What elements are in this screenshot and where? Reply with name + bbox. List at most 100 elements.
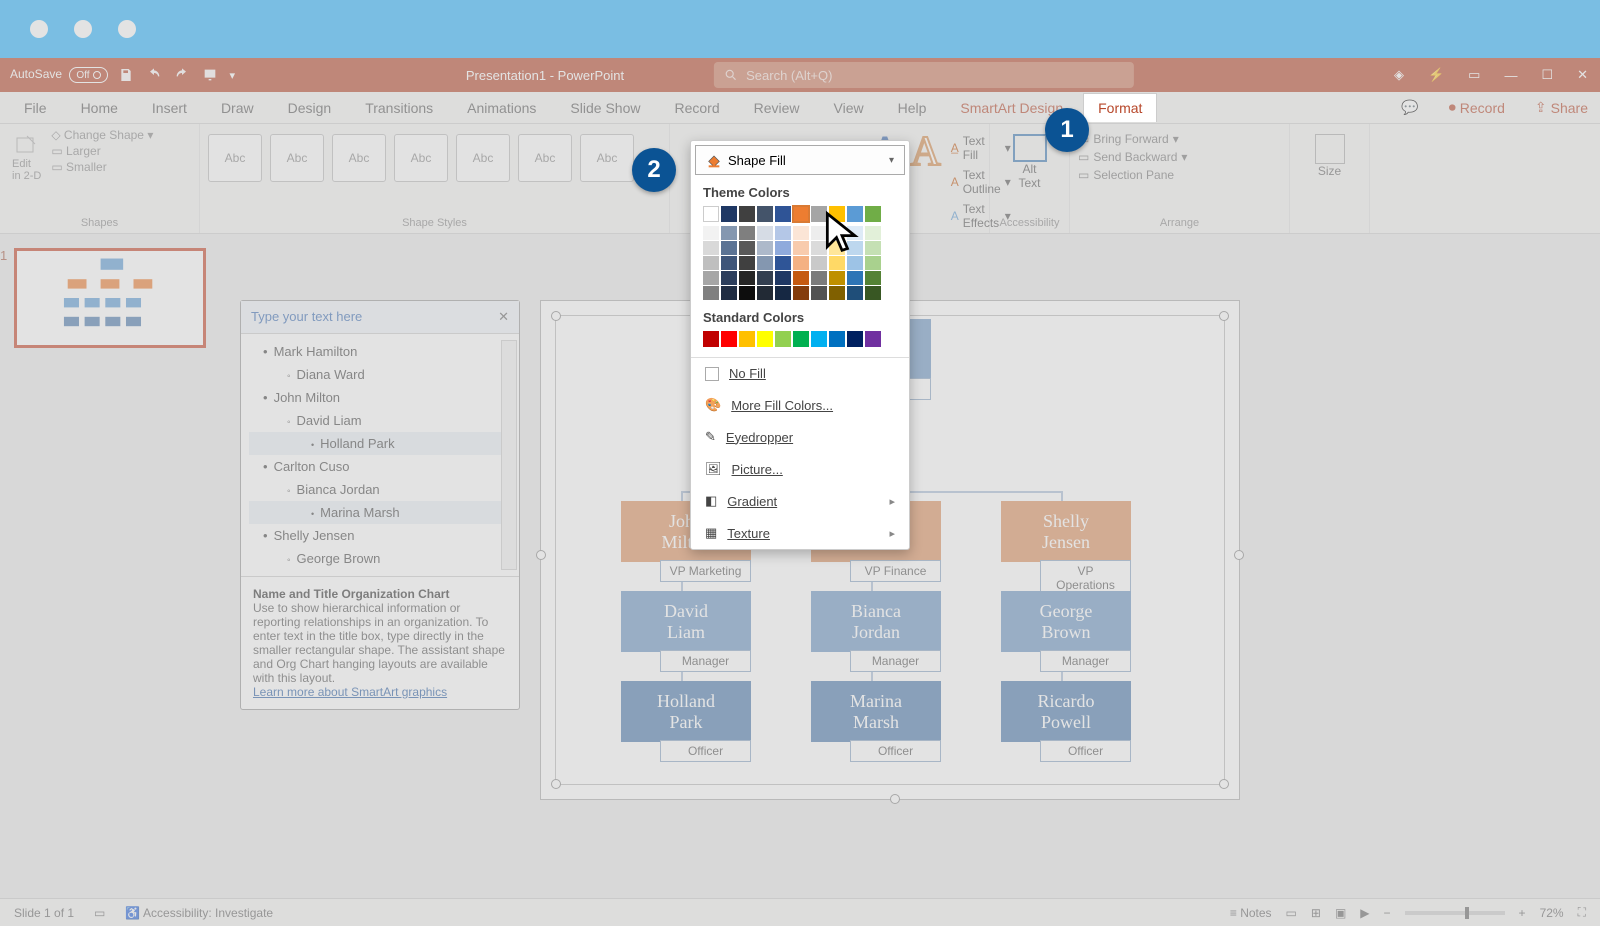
tab-format[interactable]: Format (1083, 93, 1157, 122)
tab-animations[interactable]: Animations (453, 94, 550, 122)
zoom-value[interactable]: 72% (1540, 906, 1564, 920)
redo-icon[interactable] (172, 65, 192, 85)
theme-swatch[interactable] (739, 206, 755, 222)
fit-icon[interactable]: ⛶ (1578, 905, 1586, 920)
text-pane-close-icon[interactable]: ✕ (498, 309, 509, 325)
shape-style-preset[interactable]: Abc (270, 134, 324, 182)
tab-home[interactable]: Home (67, 94, 132, 122)
shade-swatch[interactable] (775, 241, 791, 255)
undo-icon[interactable] (144, 65, 164, 85)
window-close-icon[interactable]: ✕ (1575, 65, 1590, 85)
org-node[interactable]: MarinaMarshOfficer (811, 681, 941, 762)
shade-swatch[interactable] (757, 286, 773, 300)
mac-min[interactable] (74, 20, 92, 38)
shade-swatch[interactable] (721, 226, 737, 240)
tab-insert[interactable]: Insert (138, 94, 201, 122)
shade-swatch[interactable] (721, 271, 737, 285)
shade-swatch[interactable] (793, 286, 809, 300)
shade-swatch[interactable] (811, 271, 827, 285)
coming-soon-icon[interactable]: ⚡ (1426, 65, 1446, 85)
window-max-icon[interactable]: ☐ (1539, 65, 1555, 85)
zoom-out-icon[interactable]: − (1384, 906, 1391, 920)
mac-close[interactable] (30, 20, 48, 38)
shade-swatch[interactable] (865, 286, 881, 300)
texture-item[interactable]: ▦Texture▸ (691, 517, 909, 549)
zoom-slider[interactable] (1405, 911, 1505, 915)
premium-icon[interactable]: ◈ (1392, 65, 1406, 85)
tab-transitions[interactable]: Transitions (351, 94, 447, 122)
text-pane-item[interactable]: Marina Marsh (249, 501, 515, 524)
standard-swatch[interactable] (739, 331, 755, 347)
shade-swatch[interactable] (757, 271, 773, 285)
theme-swatch[interactable] (865, 206, 881, 222)
text-pane-list[interactable]: Mark HamiltonDiana WardJohn MiltonDavid … (241, 334, 519, 576)
tab-record[interactable]: Record (660, 94, 733, 122)
shade-swatch[interactable] (847, 256, 863, 270)
shape-style-preset[interactable]: Abc (456, 134, 510, 182)
org-node[interactable]: HollandParkOfficer (621, 681, 751, 762)
shade-swatch[interactable] (703, 241, 719, 255)
shade-swatch[interactable] (739, 226, 755, 240)
save-icon[interactable] (116, 65, 136, 85)
picture-item[interactable]: 🖼Picture... (691, 453, 909, 485)
text-pane-item[interactable]: Mark Hamilton (249, 340, 515, 363)
text-pane-item[interactable]: Bianca Jordan (249, 478, 515, 501)
tab-slideshow[interactable]: Slide Show (556, 94, 654, 122)
shade-swatch[interactable] (739, 271, 755, 285)
shade-swatch[interactable] (703, 226, 719, 240)
smartart-learn-link[interactable]: Learn more about SmartArt graphics (253, 685, 447, 699)
search-input[interactable]: Search (Alt+Q) (714, 62, 1134, 88)
shade-swatch[interactable] (865, 271, 881, 285)
tab-design[interactable]: Design (274, 94, 346, 122)
standard-swatch[interactable] (775, 331, 791, 347)
view-reading-icon[interactable]: ▣ (1335, 906, 1346, 920)
shade-swatch[interactable] (829, 286, 845, 300)
qat-more-icon[interactable]: ▾ (228, 67, 238, 84)
text-pane-item[interactable]: Carlton Cuso (249, 455, 515, 478)
status-acc[interactable]: ♿ Accessibility: Investigate (125, 906, 273, 920)
tab-file[interactable]: File (10, 94, 61, 122)
org-node[interactable]: GeorgeBrownManager (1001, 591, 1131, 672)
shade-swatch[interactable] (703, 271, 719, 285)
theme-swatch[interactable] (757, 206, 773, 222)
ribbon-mode-icon[interactable]: ▭ (1466, 65, 1482, 85)
view-sorter-icon[interactable]: ⊞ (1311, 906, 1321, 920)
shade-swatch[interactable] (865, 256, 881, 270)
text-pane-item[interactable]: John Milton (249, 386, 515, 409)
view-normal-icon[interactable]: ▭ (1286, 906, 1297, 920)
shade-swatch[interactable] (847, 271, 863, 285)
text-pane-item[interactable]: George Brown (249, 547, 515, 570)
shade-swatch[interactable] (757, 226, 773, 240)
theme-swatch[interactable] (775, 206, 791, 222)
standard-swatch[interactable] (793, 331, 809, 347)
tab-draw[interactable]: Draw (207, 94, 268, 122)
shade-swatch[interactable] (757, 256, 773, 270)
standard-swatch[interactable] (829, 331, 845, 347)
shade-swatch[interactable] (793, 271, 809, 285)
shade-swatch[interactable] (865, 241, 881, 255)
comments-button[interactable]: 💬 (1389, 95, 1430, 120)
shade-swatch[interactable] (865, 226, 881, 240)
present-icon[interactable] (200, 65, 220, 85)
shade-swatch[interactable] (829, 256, 845, 270)
tab-view[interactable]: View (820, 94, 878, 122)
text-pane-item[interactable]: Diana Ward (249, 363, 515, 386)
shade-swatch[interactable] (775, 226, 791, 240)
send-backward-button[interactable]: ▭ Send Backward ▾ (1078, 150, 1281, 164)
shape-style-preset[interactable]: Abc (518, 134, 572, 182)
shape-fill-button[interactable]: Shape Fill▾ (695, 145, 905, 175)
standard-swatch[interactable] (865, 331, 881, 347)
shade-swatch[interactable] (739, 241, 755, 255)
shape-style-preset[interactable]: Abc (332, 134, 386, 182)
shade-swatch[interactable] (775, 256, 791, 270)
org-node[interactable]: ShellyJensenVP Operations (1001, 501, 1131, 596)
shape-style-preset[interactable]: Abc (208, 134, 262, 182)
theme-swatch[interactable] (793, 206, 809, 222)
shade-swatch[interactable] (739, 286, 755, 300)
shade-swatch[interactable] (811, 256, 827, 270)
smaller-button[interactable]: ▭ Smaller (51, 160, 153, 174)
mac-max[interactable] (118, 20, 136, 38)
shade-swatch[interactable] (793, 241, 809, 255)
standard-swatch[interactable] (811, 331, 827, 347)
org-node[interactable]: DavidLiamManager (621, 591, 751, 672)
